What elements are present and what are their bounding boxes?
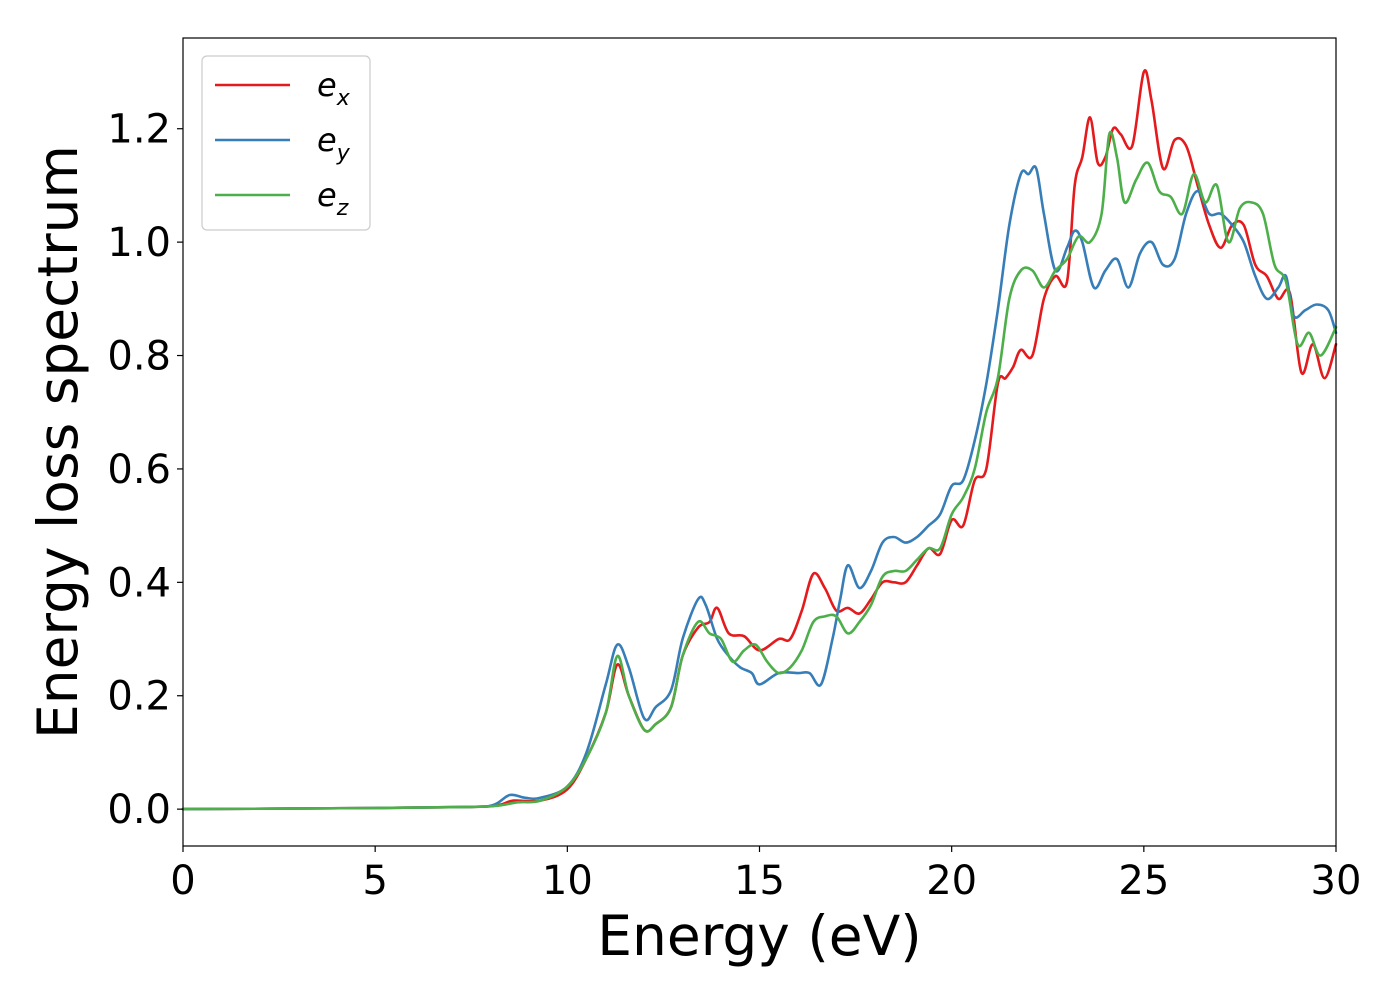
legend-box	[201, 55, 371, 231]
y-tick-label: 0.2	[107, 674, 171, 720]
plot-lines	[181, 69, 1338, 811]
x-tick-label: 20	[926, 858, 977, 904]
x-tick-label: 15	[734, 858, 785, 904]
y-tick-label: 0.0	[107, 787, 171, 833]
y-tick-label: 1.0	[107, 220, 171, 266]
series-line-e-z	[181, 130, 1338, 811]
x-tick-label: 5	[362, 858, 387, 904]
legend-label-e-z: ez	[317, 176, 349, 221]
y-axis-label: Energy loss spectrum	[26, 145, 90, 739]
x-tick-label: 10	[542, 858, 593, 904]
y-tick-label: 0.4	[107, 560, 171, 606]
x-axis: 0 5 10 15 20 25 30	[170, 846, 1361, 904]
y-axis: 0.0 0.2 0.4 0.6 0.8 1.0 1.2	[107, 107, 183, 833]
y-tick-label: 1.2	[107, 107, 171, 153]
x-tick-label: 0	[170, 858, 195, 904]
series-line-e-y	[181, 165, 1338, 811]
x-tick-label: 25	[1118, 858, 1169, 904]
y-tick-label: 0.6	[107, 447, 171, 493]
x-axis-label: Energy (eV)	[597, 904, 921, 968]
y-tick-label: 0.8	[107, 334, 171, 380]
x-tick-label: 30	[1311, 858, 1362, 904]
